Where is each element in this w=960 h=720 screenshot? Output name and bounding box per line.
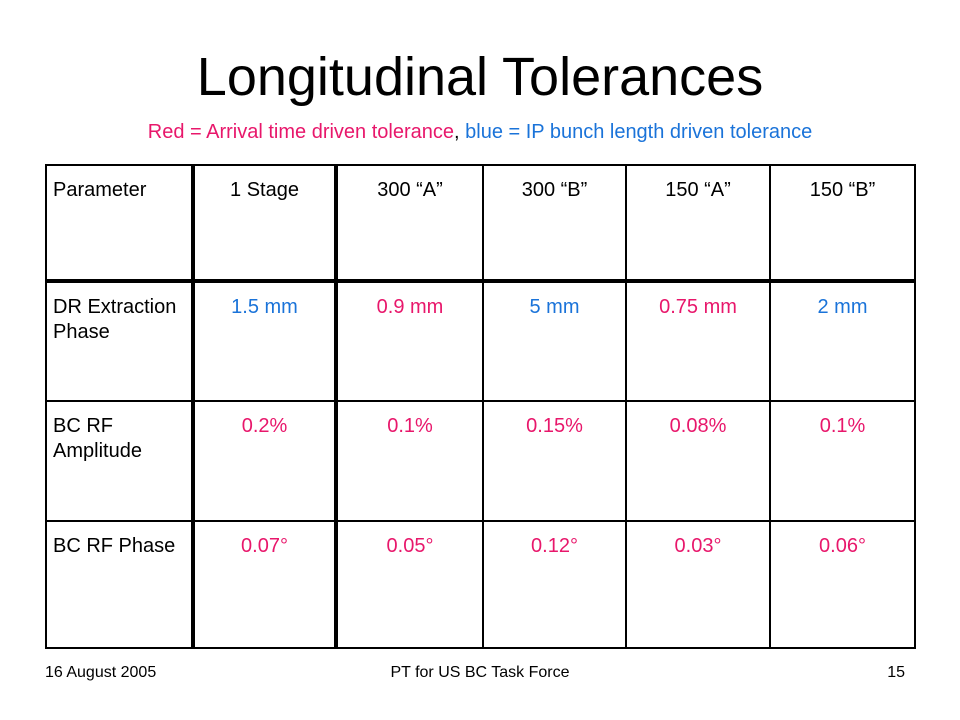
header-cell-150-b: 150 “B” xyxy=(769,164,916,283)
footer-page-number: 15 xyxy=(887,664,905,681)
subtitle-separator: , xyxy=(454,121,466,143)
table-cell: 0.03° xyxy=(625,520,771,649)
table-cell: 0.15% xyxy=(482,400,627,522)
header-cell-1-stage: 1 Stage xyxy=(192,164,338,283)
table-cell: 0.75 mm xyxy=(625,280,771,402)
table-row: DR Extraction Phase 1.5 mm 0.9 mm 5 mm 0… xyxy=(45,280,916,402)
header-cell-150-a: 150 “A” xyxy=(625,164,771,283)
table-cell: 0.06° xyxy=(769,520,916,649)
table-cell: 0.05° xyxy=(335,520,484,649)
table-cell: 0.1% xyxy=(335,400,484,522)
header-cell-parameter: Parameter xyxy=(45,164,195,283)
row-label-bc-rf-amplitude: BC RF Amplitude xyxy=(45,400,195,522)
table-cell: 0.08% xyxy=(625,400,771,522)
table-header-row: Parameter 1 Stage 300 “A” 300 “B” 150 “A… xyxy=(45,164,916,283)
table-cell: 0.9 mm xyxy=(335,280,484,402)
table-cell: 0.1% xyxy=(769,400,916,522)
table-cell: 0.2% xyxy=(192,400,338,522)
header-cell-300-b: 300 “B” xyxy=(482,164,627,283)
row-label-dr-extraction-phase: DR Extraction Phase xyxy=(45,280,195,402)
slide-title: Longitudinal Tolerances xyxy=(196,47,764,107)
table-cell: 1.5 mm xyxy=(192,280,338,402)
subtitle-red-legend: Red = Arrival time driven tolerance xyxy=(147,121,454,143)
row-label-bc-rf-phase: BC RF Phase xyxy=(45,520,195,649)
footer-title: PT for US BC Task Force xyxy=(390,664,570,681)
table-row: BC RF Phase 0.07° 0.05° 0.12° 0.03° 0.06… xyxy=(45,520,916,649)
table-cell: 0.07° xyxy=(192,520,338,649)
table-cell: 5 mm xyxy=(482,280,627,402)
subtitle-blue-legend: blue = IP bunch length driven tolerance xyxy=(465,121,813,143)
header-cell-300-a: 300 “A” xyxy=(335,164,484,283)
slide-subtitle: Red = Arrival time driven tolerance, blu… xyxy=(0,120,960,144)
table-cell: 0.12° xyxy=(482,520,627,649)
table-cell: 2 mm xyxy=(769,280,916,402)
table-row: BC RF Amplitude 0.2% 0.1% 0.15% 0.08% 0.… xyxy=(45,400,916,522)
footer-date: 16 August 2005 xyxy=(45,664,157,681)
tolerances-table: Parameter 1 Stage 300 “A” 300 “B” 150 “A… xyxy=(45,164,916,649)
